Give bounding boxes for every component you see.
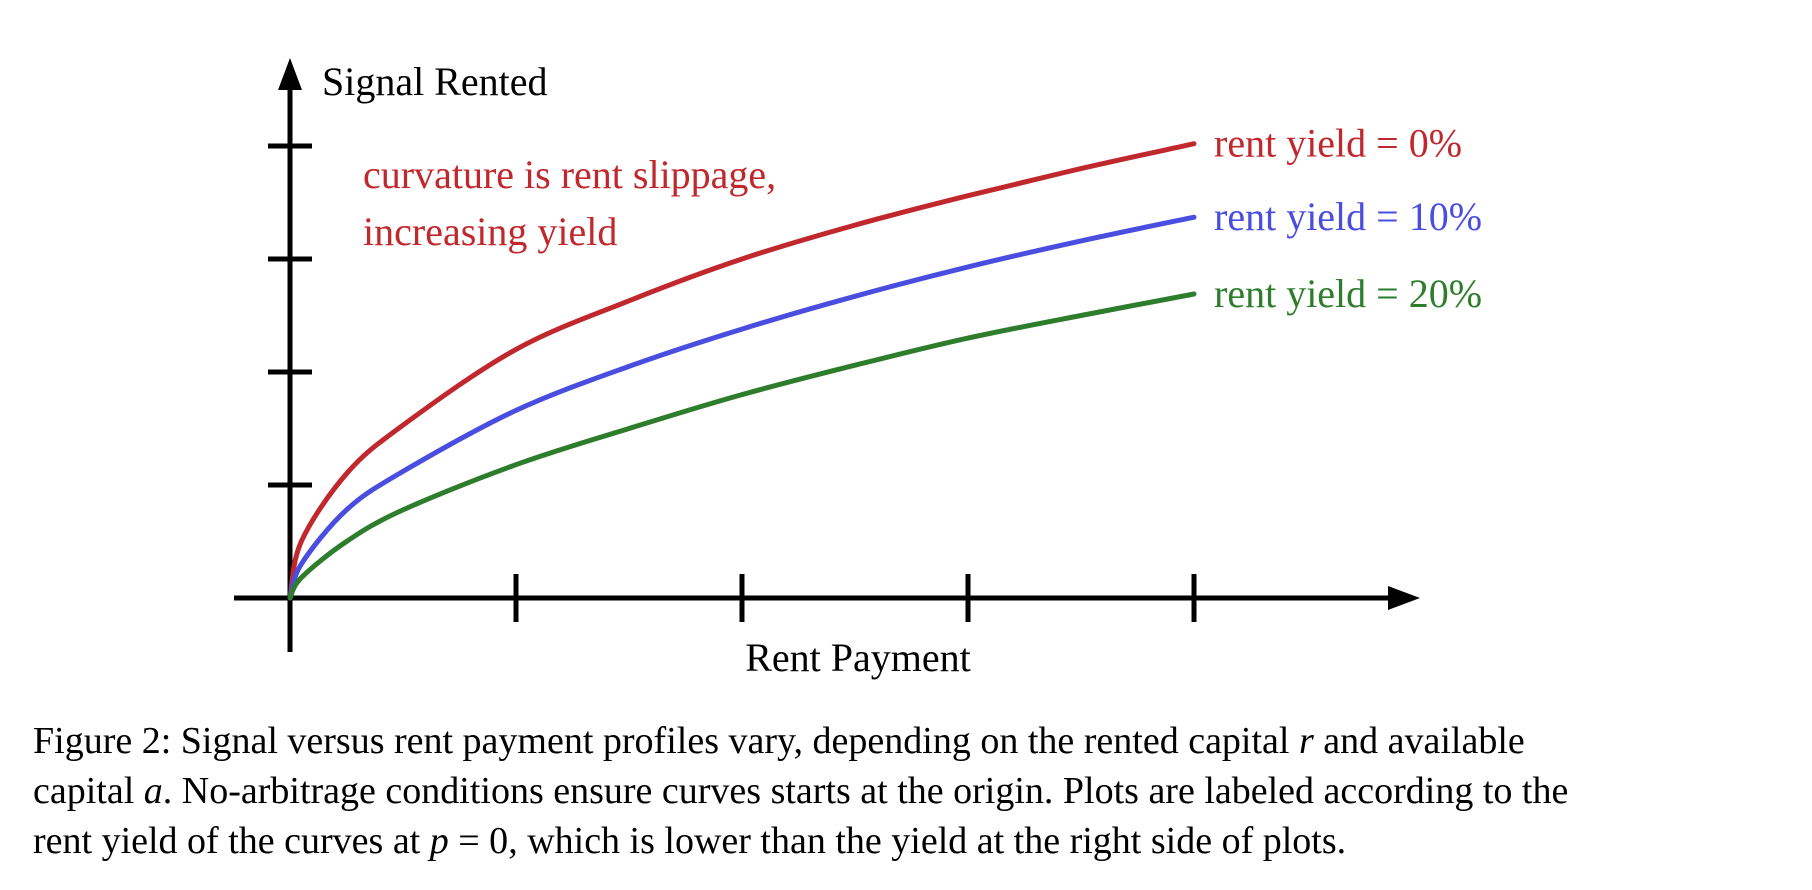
x-axis-label: Rent Payment [745,635,971,680]
caption-text: . No-arbitrage conditions ensure curves … [162,770,1569,812]
caption-text: = 0 [448,820,509,862]
x-axis-arrow [1388,586,1420,610]
caption-line-2: capital a. No-arbitrage conditions ensur… [33,766,1793,816]
labels: rent yield = 0% rent yield = 10% rent yiel… [322,59,1482,680]
caption-line-3: rent yield of the curves at p = 0, which… [33,816,1793,866]
annotation-line-2: increasing yield [363,209,617,254]
annotation-line-1: curvature is rent slippage, [363,152,776,197]
series-line-3 [287,291,1197,601]
series-line-1 [287,141,1197,601]
series-label-3: rent yield = 20% [1214,271,1482,316]
curves [287,141,1197,601]
caption-text: capital [33,770,144,812]
caption-text: rent yield of the curves at [33,820,430,862]
y-axis-label: Signal Rented [322,59,548,104]
caption-text: and available [1313,720,1525,762]
caption-variable: p [429,820,449,862]
caption-text: , which is lower than the yield at the r… [508,820,1347,862]
series-label-1: rent yield = 0% [1214,121,1462,166]
series-line-2 [287,214,1197,601]
chart: rent yield = 0% rent yield = 10% rent yiel… [234,58,1482,680]
y-axis-arrow [278,58,302,90]
caption-variable: r [1298,720,1314,762]
figure-caption: Figure 2: Signal versus rent payment pro… [33,716,1793,866]
series-label-2: rent yield = 10% [1214,194,1482,239]
caption-line-1: Figure 2: Signal versus rent payment pro… [33,716,1793,766]
axes [234,58,1420,652]
caption-variable: a [143,770,163,812]
caption-text: Figure 2: Signal versus rent payment pro… [33,720,1299,762]
